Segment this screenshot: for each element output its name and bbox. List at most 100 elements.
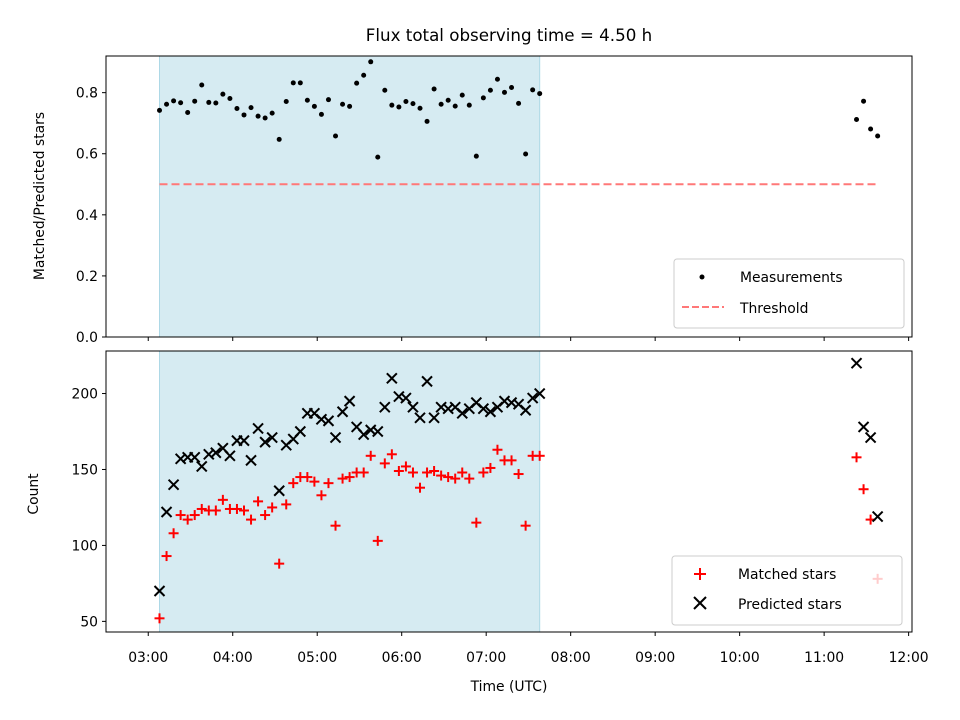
x-tick-label: 05:00 <box>297 650 337 666</box>
x-tick-label: 08:00 <box>551 650 591 666</box>
matched-star-point <box>260 510 271 521</box>
matched-star-point <box>379 458 390 469</box>
measurement-point <box>403 99 409 105</box>
count-x-axis-ticks: 03:00 04:00 05:00 06:00 07:00 08:00 09:00 10:00… <box>128 632 929 666</box>
predicted-star-point <box>428 412 440 424</box>
y-tick-label: 0.6 <box>76 147 98 163</box>
matched-star-point <box>267 502 278 513</box>
measurement-point <box>297 80 303 86</box>
matched-star-point <box>217 494 228 505</box>
x-tick-label: 07:00 <box>466 650 506 666</box>
y-tick-label: 0.4 <box>76 208 98 224</box>
matched-star-point <box>443 472 454 483</box>
measurement-point <box>523 151 529 157</box>
matched-star-point <box>478 467 489 478</box>
matched-star-point <box>358 467 369 478</box>
predicted-star-point <box>329 431 342 444</box>
matched-star-point <box>386 449 397 460</box>
measurement-point <box>424 118 430 124</box>
measurement-point <box>347 103 353 109</box>
x-tick-label: 11:00 <box>804 650 844 666</box>
x-tick-label: 03:00 <box>128 650 168 666</box>
measurement-point <box>234 106 240 112</box>
chart-title: Flux total observing time = 4.50 h <box>366 25 652 45</box>
matched-star-point <box>154 613 165 624</box>
matched-star-point <box>196 503 207 514</box>
predicted-star-point <box>252 422 264 435</box>
matched-star-point <box>323 478 334 489</box>
measurement-point <box>868 126 874 132</box>
predicted-star-point <box>245 454 257 467</box>
matched-star-point <box>513 469 524 480</box>
x-tick-label: 06:00 <box>382 650 422 666</box>
count-panel: 50 100 150 200 03:00 04:00 05:00 06:00 07:00 08:… <box>26 350 929 695</box>
measurement-point <box>333 133 339 139</box>
matched-star-point <box>485 462 496 473</box>
y-tick-label: 50 <box>80 614 98 630</box>
ratio-panel: 0.00.20.40.60.8 Matched/Predicted stars … <box>32 55 913 346</box>
measurement-point <box>854 117 860 123</box>
legend-matched-marker <box>694 568 706 580</box>
predicted-star-point <box>196 460 208 473</box>
measurement-point <box>192 98 198 104</box>
measurement-point <box>241 112 247 118</box>
measurement-points <box>157 59 881 160</box>
y-tick-label: 100 <box>71 538 98 554</box>
measurement-point <box>206 99 212 105</box>
measurement-point <box>417 105 423 111</box>
matched-star-point <box>492 444 503 455</box>
measurement-point <box>185 110 191 116</box>
measurement-point <box>396 104 402 110</box>
ratio-y-axis-label: Matched/Predicted stars <box>32 112 48 280</box>
matched-star-point <box>309 476 320 487</box>
matched-star-point <box>471 517 482 528</box>
y-tick-label: 0.8 <box>76 86 98 102</box>
measurement-point <box>516 100 522 106</box>
matched-star-point <box>168 528 179 539</box>
predicted-star-point <box>400 392 412 404</box>
predicted-star-point <box>160 506 173 518</box>
ratio-panel-frame <box>105 55 913 338</box>
predicted-star-point <box>238 434 250 447</box>
observing-span-top <box>159 55 541 338</box>
predicted-star-point <box>871 510 884 523</box>
predicted-star-point <box>864 431 877 444</box>
matched-star-point <box>253 496 264 507</box>
measurement-point <box>466 102 472 108</box>
measurement-point <box>861 98 867 104</box>
count-legend: Matched stars Predicted stars <box>671 555 903 626</box>
measurement-point <box>262 115 268 121</box>
y-tick-label: 0.2 <box>76 269 98 285</box>
legend-matched-label: Matched stars <box>738 567 836 583</box>
y-tick-label: 150 <box>71 462 98 478</box>
measurement-point <box>311 103 317 109</box>
measurement-point <box>537 91 543 97</box>
measurement-point <box>157 107 163 113</box>
matched-star-point <box>457 467 468 478</box>
predicted-star-point <box>294 425 307 438</box>
measurement-point <box>501 89 507 95</box>
predicted-star-point <box>414 412 426 424</box>
predicted-star-point <box>210 447 222 459</box>
predicted-star-point <box>189 451 201 464</box>
predicted-star-point <box>421 375 433 388</box>
matched-star-point <box>422 467 433 478</box>
measurement-point <box>473 153 479 159</box>
measurement-point <box>283 99 289 105</box>
matched-star-point <box>281 499 292 510</box>
x-tick-label: 12:00 <box>889 650 929 666</box>
matched-star-point <box>182 514 193 525</box>
measurement-point <box>164 101 170 107</box>
measurement-point <box>480 95 486 101</box>
measurement-point <box>530 87 536 93</box>
y-tick-label: 200 <box>71 387 98 403</box>
matched-star-point <box>415 482 426 493</box>
observing-span <box>159 55 541 338</box>
matched-star-point <box>246 514 257 525</box>
predicted-star-point <box>857 421 870 433</box>
legend-predicted-marker <box>693 596 707 610</box>
matched-star-point <box>851 452 862 463</box>
measurement-point <box>304 97 310 103</box>
predicted-star-point <box>456 407 468 419</box>
measurement-point <box>213 100 219 106</box>
